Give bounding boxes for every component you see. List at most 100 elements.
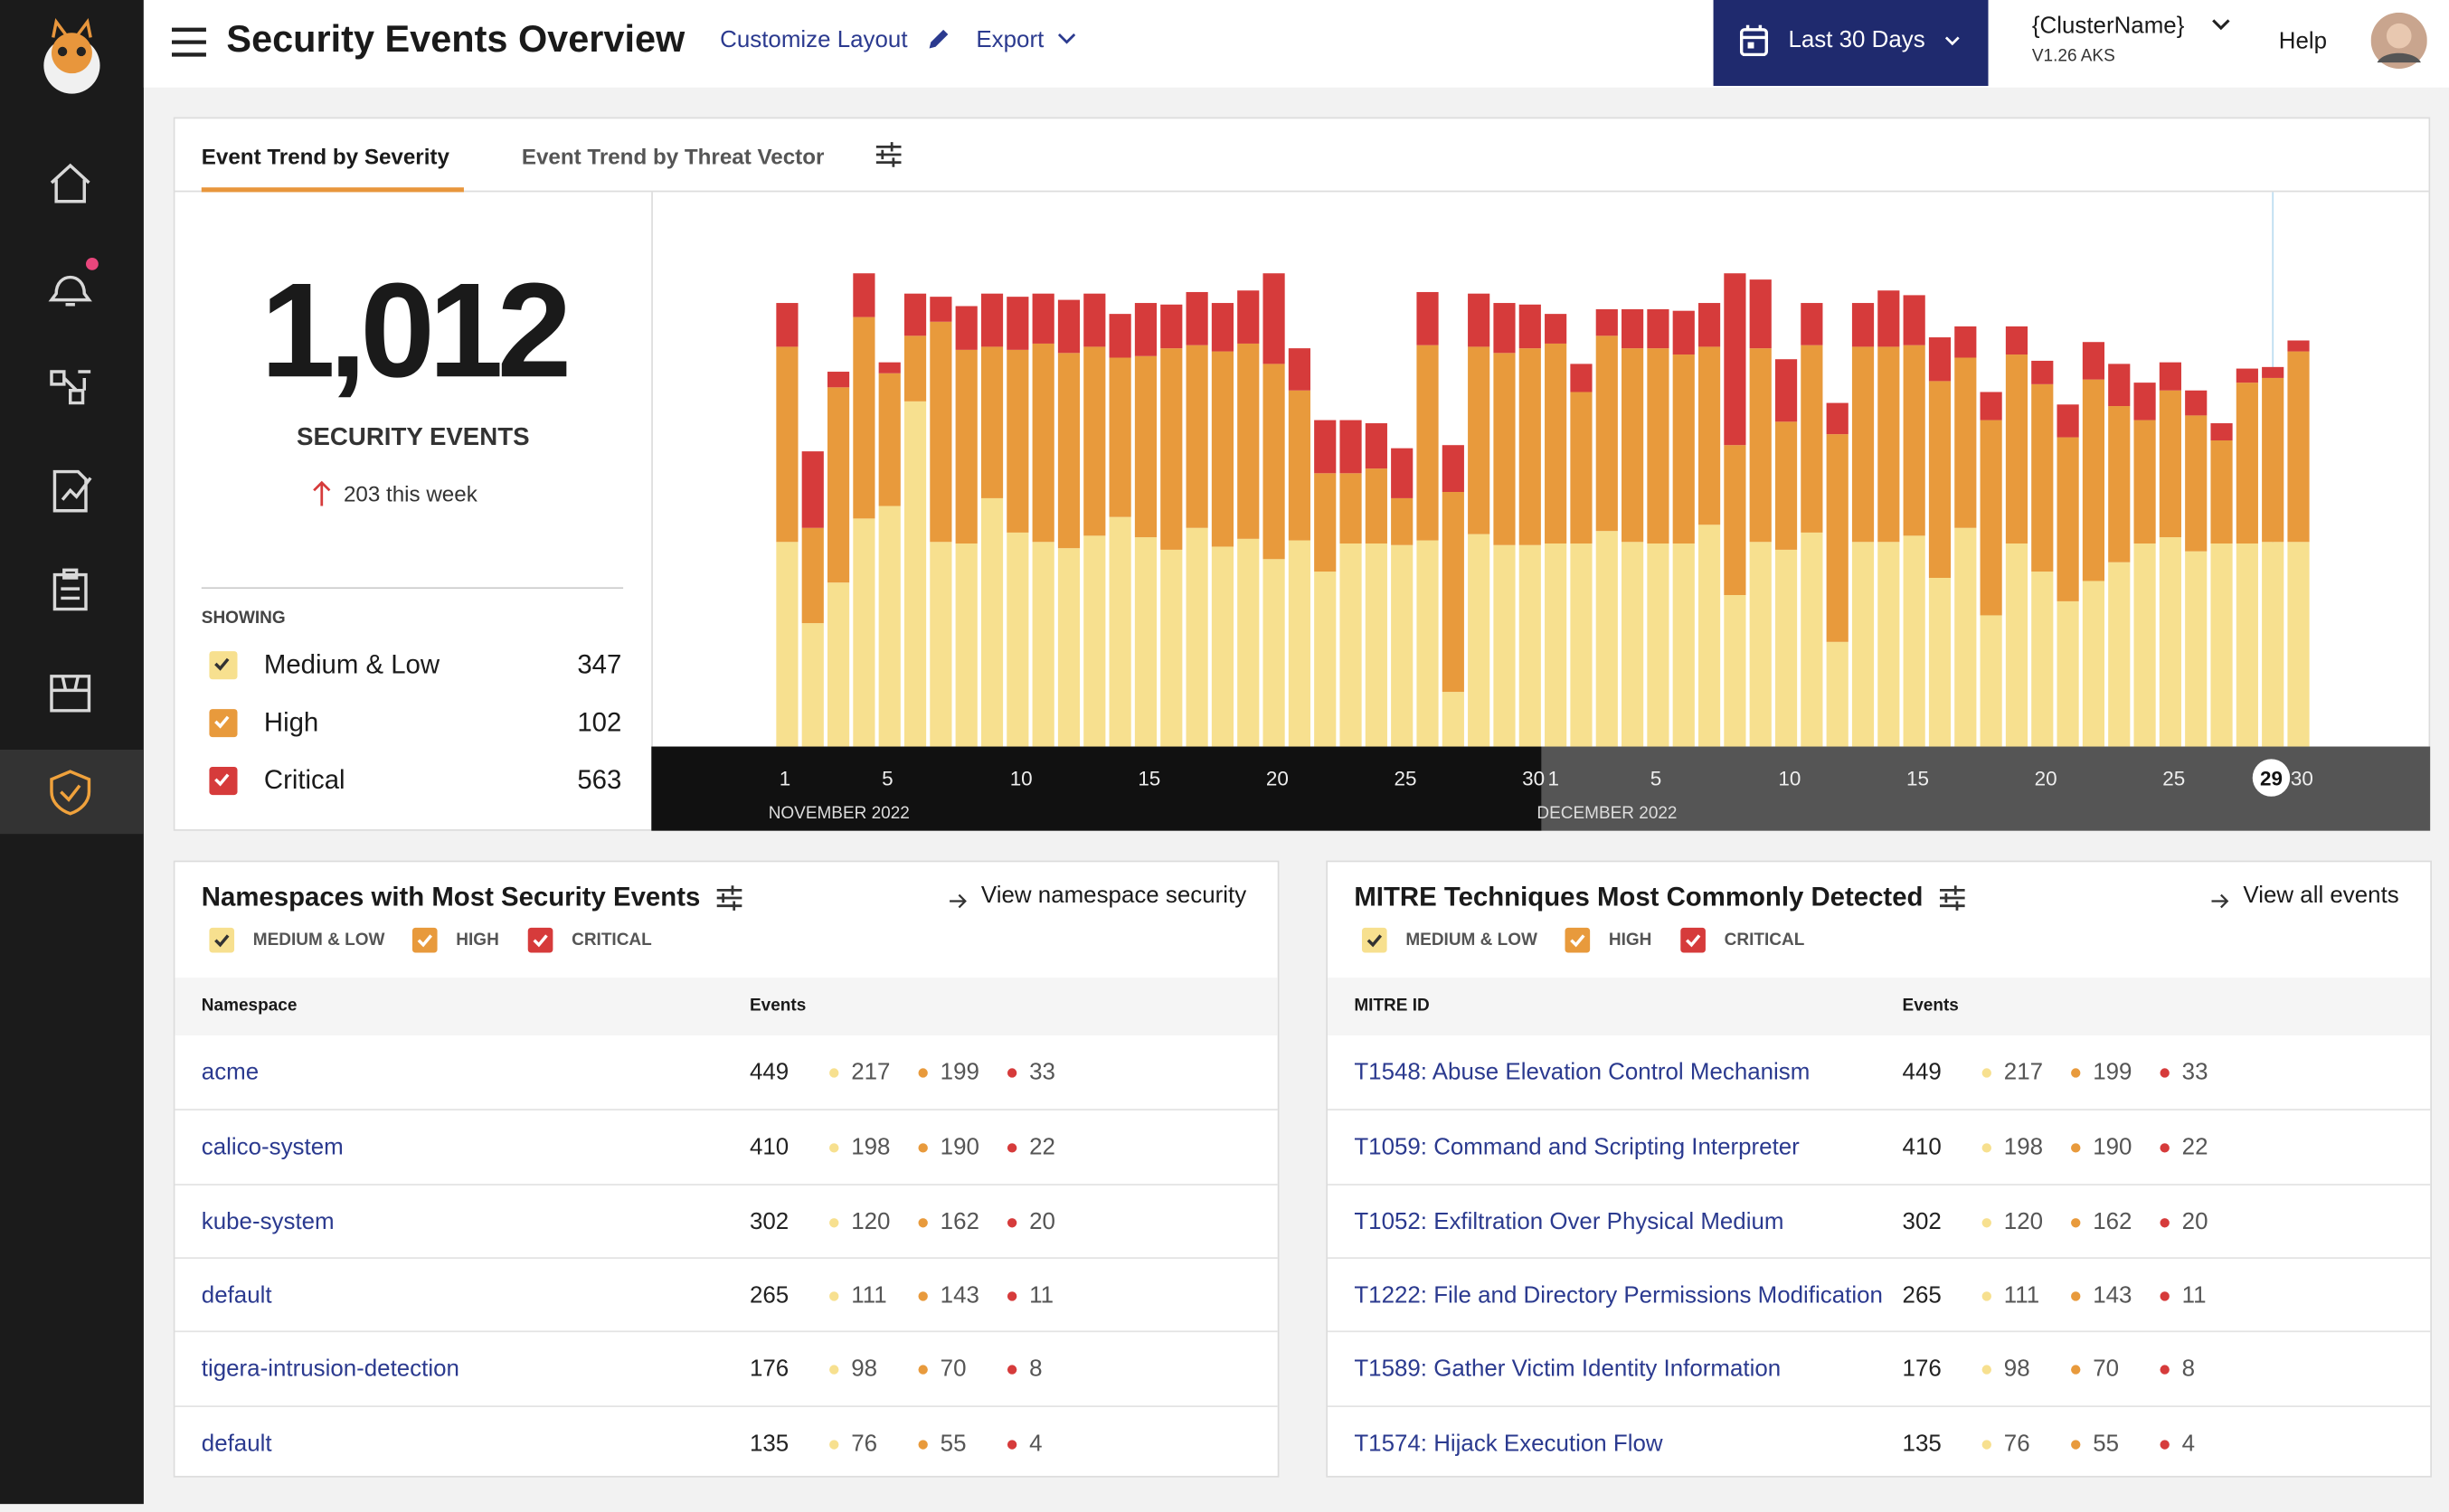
bar-segment: [1672, 543, 1695, 747]
alerts-icon[interactable]: [48, 276, 92, 307]
row-name[interactable]: T1052: Exfiltration Over Physical Medium: [1354, 1208, 1784, 1235]
bar-segment: [1109, 314, 1131, 358]
row-name[interactable]: T1222: File and Directory Permissions Mo…: [1354, 1281, 1883, 1309]
checkbox[interactable]: [411, 927, 438, 953]
legend-label: HIGH: [456, 931, 499, 950]
bar-segment: [1160, 304, 1183, 349]
bar-segment: [2159, 537, 2181, 747]
bar-segment: [1032, 542, 1054, 747]
bar-segment: [2133, 543, 2156, 747]
bar-segment: [1697, 303, 1721, 347]
bar-segment: [1774, 359, 1798, 422]
severity-count: 4: [2181, 1430, 2196, 1457]
bar-segment: [1057, 353, 1081, 549]
checkbox[interactable]: [527, 927, 553, 953]
bar-segment: [1928, 337, 1952, 382]
bar-segment: [1493, 353, 1516, 545]
bar-segment: [1903, 535, 1925, 747]
bar-segment: [2082, 581, 2105, 747]
severity-count: 111: [2003, 1281, 2040, 1309]
severity-count: 143: [2093, 1281, 2132, 1309]
bar-segment: [1980, 615, 2002, 747]
check-mark: [214, 773, 230, 787]
checkbox[interactable]: [209, 766, 238, 796]
bar-segment: [1749, 542, 1772, 747]
bar-segment: [1314, 572, 1337, 747]
severity-count: 8: [1029, 1356, 1043, 1383]
severity-count: 11: [1029, 1281, 1054, 1309]
bar-segment: [2159, 390, 2181, 538]
bar-segment: [1774, 549, 1798, 747]
avatar[interactable]: [2370, 12, 2427, 69]
home-icon[interactable]: [50, 163, 90, 203]
severity-dot: [1981, 1439, 1991, 1449]
graph-icon[interactable]: [50, 370, 91, 405]
severity-dot: [2160, 1068, 2170, 1078]
severity-count: 190: [2093, 1134, 2132, 1161]
export-menu[interactable]: Export: [976, 26, 1045, 53]
checkbox[interactable]: [209, 927, 235, 953]
row-name[interactable]: acme: [201, 1058, 260, 1086]
severity-dot: [918, 1365, 928, 1375]
policy-icon[interactable]: [52, 469, 92, 513]
row-name[interactable]: default: [201, 1281, 272, 1309]
customize-link[interactable]: Customize Layout: [720, 26, 908, 53]
severity-count: 199: [940, 1058, 979, 1086]
bar-segment: [2236, 383, 2258, 544]
checkbox[interactable]: [209, 709, 238, 738]
check-mark: [1570, 934, 1585, 948]
cluster-name[interactable]: {ClusterName}: [2031, 12, 2185, 40]
filter-icon[interactable]: [875, 140, 903, 168]
bar-segment: [1570, 392, 1593, 544]
bar-segment: [1518, 348, 1541, 545]
row-name[interactable]: T1589: Gather Victim Identity Informatio…: [1354, 1356, 1782, 1383]
bar-segment: [1647, 348, 1669, 544]
filter-icon[interactable]: [1938, 884, 1966, 912]
help-link[interactable]: Help: [2278, 28, 2328, 55]
bar-segment: [1186, 345, 1208, 528]
bar-segment: [2005, 326, 2028, 355]
tab[interactable]: Event Trend by Threat Vector: [521, 143, 825, 169]
total-events: 1,012: [260, 256, 572, 407]
checkbox[interactable]: [1361, 927, 1387, 953]
row-name[interactable]: kube-system: [201, 1208, 335, 1235]
bar-segment: [1211, 546, 1234, 747]
checkbox[interactable]: [1680, 927, 1706, 953]
checkbox[interactable]: [1565, 927, 1591, 953]
menu-icon[interactable]: [171, 26, 206, 58]
panel-link[interactable]: View all events: [2243, 882, 2399, 910]
x-tick-label: 15: [1138, 768, 1160, 790]
row-name[interactable]: tigera-intrusion-detection: [201, 1356, 459, 1383]
severity-dot: [1981, 1291, 1991, 1301]
security-icon[interactable]: [50, 770, 91, 816]
bar-segment: [1109, 357, 1131, 517]
compliance-icon[interactable]: [52, 568, 88, 611]
check-mark: [214, 715, 230, 729]
date-range-button[interactable]: Last 30 Days: [1713, 0, 1989, 86]
bar-segment: [1545, 543, 1567, 747]
checkbox[interactable]: [209, 651, 238, 680]
tab[interactable]: Event Trend by Severity: [201, 143, 449, 169]
bar-segment: [1954, 357, 1977, 528]
row-name[interactable]: T1548: Abuse Elevation Control Mechanism: [1354, 1058, 1811, 1086]
bar-segment: [827, 372, 850, 388]
bar-segment: [1801, 345, 1823, 533]
row-name[interactable]: T1059: Command and Scripting Interpreter: [1354, 1134, 1800, 1161]
bar-segment: [955, 349, 978, 544]
bar-segment: [1288, 540, 1310, 747]
bar-segment: [1057, 299, 1081, 354]
header: Security Events Overview Customize Layou…: [143, 0, 2449, 88]
row-name[interactable]: T1574: Hijack Execution Flow: [1354, 1430, 1663, 1457]
row-events: 302: [749, 1208, 790, 1235]
panel-link[interactable]: View namespace security: [980, 882, 1247, 910]
bar-segment: [1237, 290, 1260, 344]
row-name[interactable]: calico-system: [201, 1134, 344, 1161]
inventory-icon[interactable]: [50, 675, 91, 713]
row-name[interactable]: default: [201, 1430, 272, 1457]
bar-segment: [1134, 537, 1158, 747]
severity-count: 70: [940, 1356, 967, 1383]
bar-segment: [2082, 342, 2105, 380]
selected-date: [2252, 759, 2291, 797]
filter-icon[interactable]: [715, 884, 743, 912]
